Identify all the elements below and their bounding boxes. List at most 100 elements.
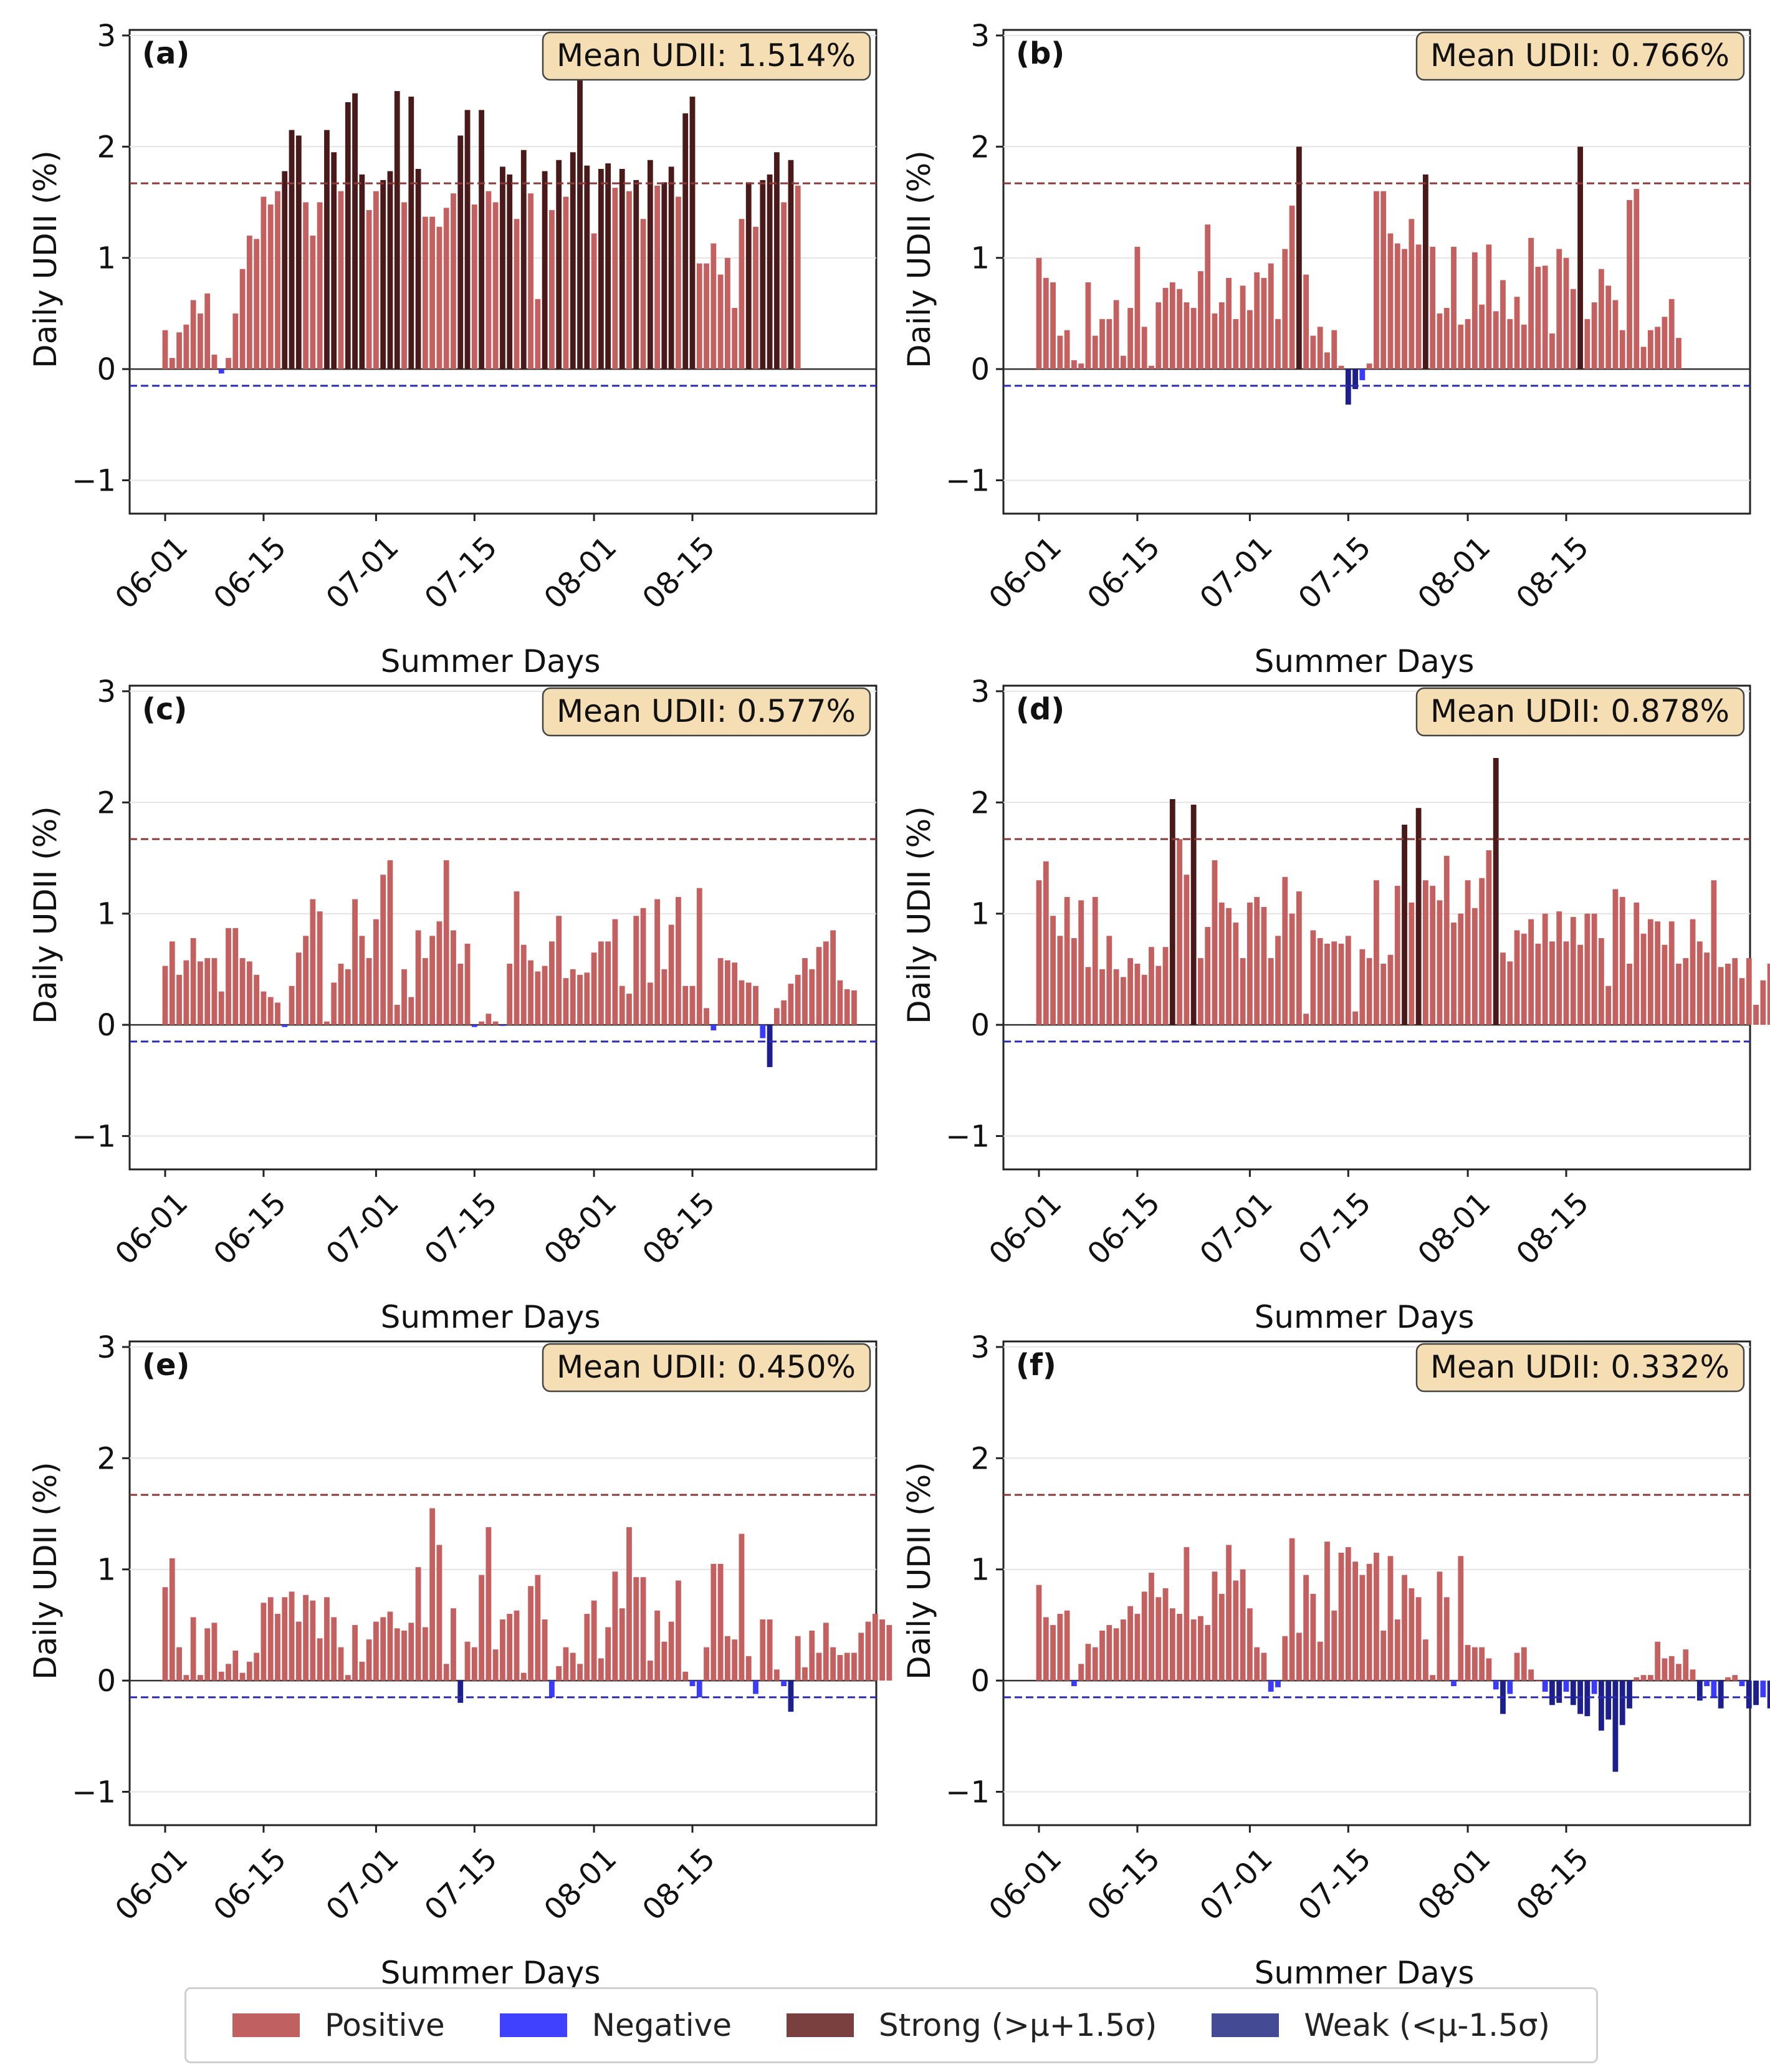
bar [1640, 347, 1647, 370]
bar [682, 113, 689, 370]
bar [549, 941, 555, 1025]
bar [1085, 1644, 1091, 1681]
chart-panel-e: 3 2 1 0 −1 06-01 06-15 07-01 07-15 08-01 08-15 Summ… [27, 1330, 892, 1991]
bar [1106, 319, 1112, 370]
bar [535, 971, 541, 1025]
bar [1247, 310, 1253, 370]
bar [1409, 219, 1415, 370]
bar [1254, 896, 1260, 1025]
bar [366, 209, 372, 370]
bar [457, 1681, 464, 1703]
bar [1521, 933, 1527, 1025]
bar [1064, 330, 1070, 370]
bar [535, 299, 541, 370]
bar [1374, 880, 1379, 1025]
bar [851, 1652, 857, 1681]
bar [1479, 878, 1485, 1025]
bar [1423, 880, 1428, 1025]
bar [1303, 1575, 1309, 1681]
mean-annotation-text: Mean UDII: 0.577% [557, 693, 856, 729]
bar [282, 1025, 288, 1027]
bar [1443, 855, 1450, 1025]
x-tick-label: 08-15 [1509, 530, 1595, 616]
bar [1177, 839, 1182, 1025]
bar [1141, 1591, 1147, 1681]
bar [211, 958, 218, 1025]
y-tick-label: 2 [97, 130, 116, 165]
bar [1141, 327, 1147, 370]
bar [1668, 921, 1675, 1025]
y-tick-label: 1 [97, 1553, 116, 1588]
bar [1627, 963, 1632, 1025]
bar [1662, 944, 1668, 1025]
bar [1324, 943, 1330, 1025]
bar [1437, 313, 1443, 370]
bar [1352, 1561, 1358, 1681]
bar [1331, 1610, 1337, 1681]
bar [1338, 365, 1344, 370]
x-axis-label: Summer Days [381, 1299, 601, 1335]
bar [1394, 1619, 1400, 1681]
bar [1718, 967, 1724, 1025]
bar [507, 1614, 513, 1681]
y-axis-label: Daily UDII (%) [901, 1462, 937, 1679]
bar [725, 960, 730, 1025]
bar [1338, 1552, 1344, 1681]
bar [1760, 1681, 1766, 1697]
bar [331, 1617, 337, 1681]
y-tick-label: 3 [97, 674, 116, 709]
bar [239, 958, 246, 1025]
bar [1198, 271, 1203, 370]
panel-label: (e) [142, 1348, 189, 1383]
bar [359, 936, 365, 1025]
bar [211, 1623, 218, 1681]
bar [753, 1681, 758, 1694]
y-tick-label: 1 [970, 897, 990, 932]
bar [310, 899, 316, 1025]
x-tick-label: 06-01 [982, 530, 1068, 616]
bar [1556, 911, 1562, 1025]
bar [1233, 319, 1239, 370]
bar [1647, 330, 1653, 370]
bar [1345, 1547, 1351, 1681]
bar [408, 97, 414, 370]
bar [324, 1021, 330, 1025]
x-tick-label: 06-01 [982, 1841, 1068, 1927]
bar [1668, 299, 1675, 370]
bar [190, 938, 196, 1025]
bar [443, 1664, 449, 1681]
bar [1423, 1639, 1428, 1681]
bar [1521, 324, 1527, 370]
x-tick-label: 08-01 [1411, 530, 1497, 616]
bar [514, 1610, 520, 1681]
bar [1662, 317, 1668, 370]
bar [773, 1669, 780, 1681]
bar [605, 1627, 611, 1681]
bar [507, 963, 513, 1025]
bar [1134, 246, 1141, 370]
bar [872, 1614, 878, 1681]
bar [1366, 958, 1372, 1025]
bar [514, 219, 520, 370]
bar [1275, 1681, 1281, 1687]
bar [1683, 1649, 1689, 1681]
bar [668, 1621, 674, 1681]
bar [1732, 1675, 1738, 1681]
bar [464, 110, 471, 370]
bar [647, 1660, 653, 1681]
bar [1471, 1647, 1478, 1681]
bar [696, 888, 702, 1025]
bar [647, 160, 653, 370]
bar [1184, 1547, 1190, 1681]
bar [556, 916, 562, 1025]
bar [464, 943, 471, 1025]
bar [1647, 1675, 1653, 1681]
bar [380, 875, 386, 1025]
bar [682, 986, 689, 1025]
bar [1162, 947, 1169, 1025]
bar [267, 997, 274, 1025]
bar [471, 1025, 477, 1027]
bar [1261, 1652, 1267, 1681]
bar [1767, 1681, 1770, 1709]
bar [246, 961, 252, 1025]
